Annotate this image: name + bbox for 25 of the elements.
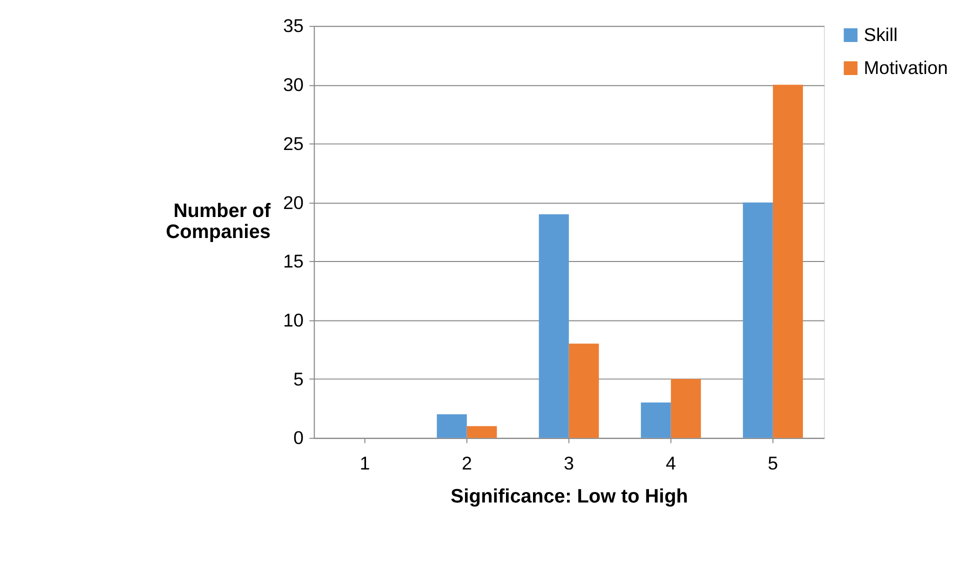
y-tick-label: 0 xyxy=(293,427,304,448)
bar xyxy=(436,414,467,438)
x-tick-label: 4 xyxy=(666,452,676,474)
x-tick-label: 3 xyxy=(564,452,574,474)
y-tick-label: 25 xyxy=(283,132,304,154)
bar xyxy=(640,402,671,438)
bar xyxy=(568,344,599,438)
y-tick-label: 15 xyxy=(283,250,304,272)
y-tick-label: 20 xyxy=(283,192,304,213)
y-tick-label: 30 xyxy=(283,74,304,96)
y-tick-label: 5 xyxy=(293,368,304,390)
x-tick-label: 2 xyxy=(462,452,472,474)
x-axis-title: Significance: Low to High xyxy=(450,485,688,508)
y-axis-title: Number of Companies xyxy=(166,200,272,244)
bar xyxy=(466,426,497,438)
y-tick-label: 35 xyxy=(283,15,304,36)
legend-label: Motivation xyxy=(864,56,948,78)
bar xyxy=(742,202,773,438)
bar xyxy=(772,84,803,438)
bar xyxy=(538,214,569,438)
x-tick-label: 1 xyxy=(360,452,370,474)
y-tick-label: 10 xyxy=(283,309,304,330)
bar xyxy=(670,378,701,438)
x-tick-label: 5 xyxy=(768,452,778,474)
legend-label: Skill xyxy=(864,24,898,45)
